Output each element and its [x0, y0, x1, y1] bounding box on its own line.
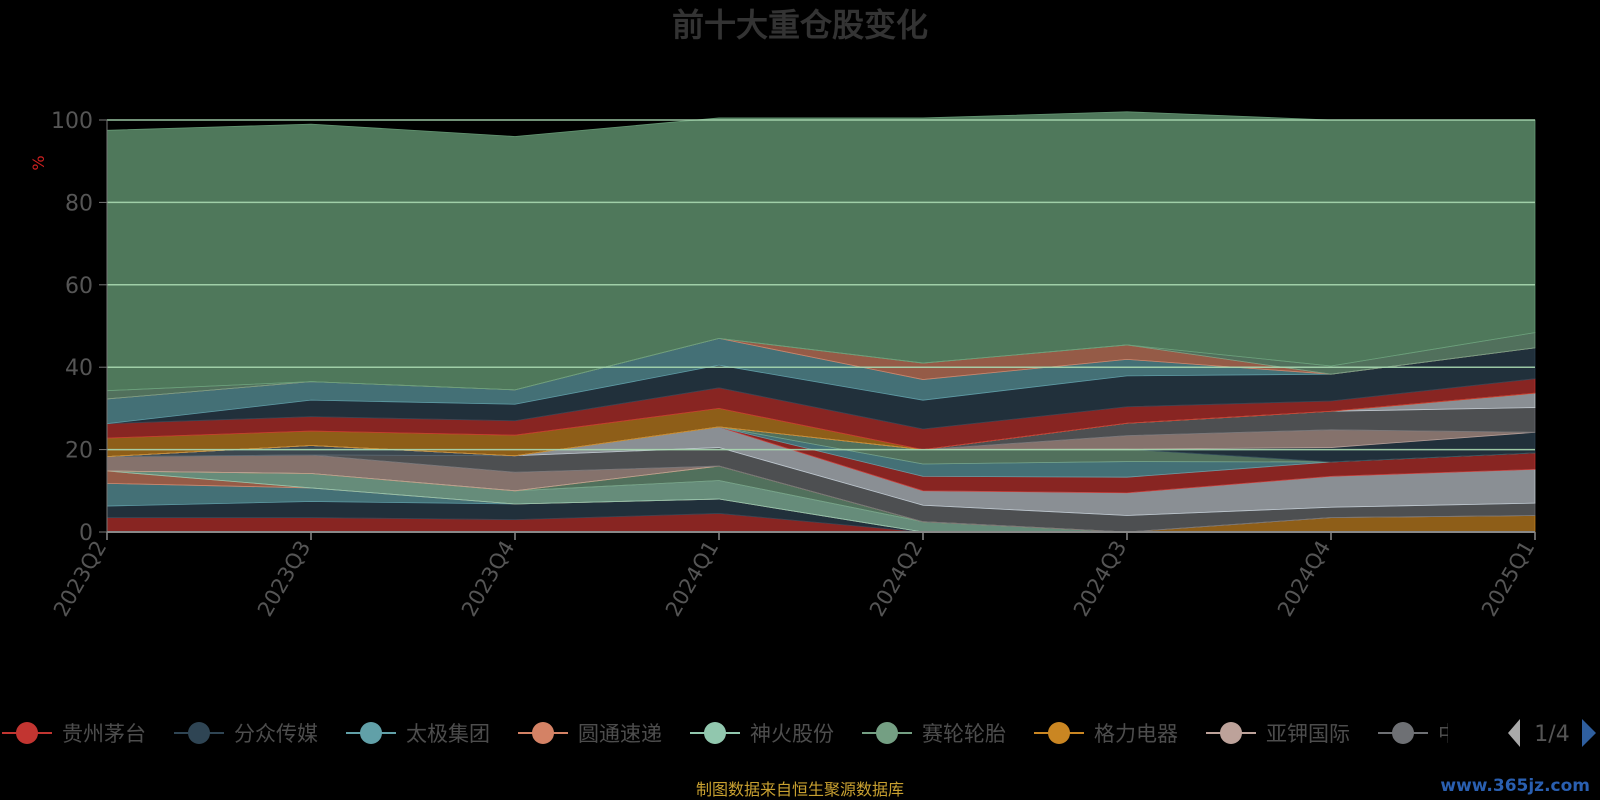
- x-tick-label-5: 2024Q3: [1069, 537, 1131, 621]
- legend-item-4[interactable]: 神火股份: [690, 722, 834, 746]
- legend-item-5[interactable]: 赛轮轮胎: [862, 722, 1006, 746]
- legend-marker-partial: [1392, 722, 1414, 744]
- legend-label-4: 神火股份: [750, 722, 834, 746]
- legend-item-6[interactable]: 格力电器: [1034, 722, 1178, 746]
- area-series-24[interactable]: [106, 111, 1536, 392]
- x-tick-label-0: 2023Q2: [49, 537, 111, 621]
- legend[interactable]: 贵州茅台 分众传媒 太极集团 圆通速递 神火股份 赛轮轮胎 格力电器 亚钾国际 中 1/4: [2, 719, 1596, 747]
- legend-marker-2: [360, 722, 382, 744]
- legend-item-1[interactable]: 分众传媒: [174, 722, 318, 746]
- x-tick-label-1: 2023Q3: [253, 537, 315, 621]
- legend-item-3[interactable]: 圆通速递: [518, 722, 662, 746]
- x-tick-label-7: 2025Q1: [1477, 537, 1539, 621]
- y-tick-label-3: 60: [65, 274, 93, 299]
- legend-item-partial[interactable]: 中: [1378, 722, 1459, 746]
- legend-page-indicator: 1/4: [1534, 722, 1569, 747]
- legend-marker-7: [1220, 722, 1242, 744]
- legend-label-7: 亚钾国际: [1266, 722, 1350, 746]
- legend-label-3: 圆通速递: [578, 722, 662, 746]
- legend-marker-1: [188, 722, 210, 744]
- legend-marker-4: [704, 722, 726, 744]
- legend-item-0[interactable]: 贵州茅台: [2, 722, 146, 746]
- x-tick-label-3: 2024Q1: [661, 537, 723, 621]
- legend-label-5: 赛轮轮胎: [922, 722, 1006, 746]
- y-tick-label-4: 80: [65, 191, 93, 216]
- legend-next-page-icon[interactable]: [1582, 719, 1596, 747]
- y-axis-unit: %: [29, 155, 48, 170]
- watermark: www.365jz.com: [1440, 776, 1590, 796]
- chart-title: 前十大重仓股变化: [672, 6, 928, 44]
- y-tick-label-0: 0: [79, 521, 93, 546]
- legend-label-1: 分众传媒: [234, 722, 318, 746]
- legend-marker-0: [16, 722, 38, 744]
- x-tick-label-2: 2023Q4: [457, 537, 519, 621]
- legend-label-2: 太极集团: [406, 722, 490, 746]
- legend-prev-page-icon[interactable]: [1508, 719, 1520, 747]
- grid-lines: [107, 119, 1535, 451]
- x-axis: 2023Q2 2023Q3 2023Q4 2024Q1 2024Q2 2024Q3 2024…: [49, 531, 1539, 621]
- data-source-note: 制图数据来自恒生聚源数据库: [696, 780, 904, 799]
- legend-marker-6: [1048, 722, 1070, 744]
- x-tick-label-6: 2024Q4: [1273, 537, 1335, 621]
- legend-label-0: 贵州茅台: [62, 722, 146, 746]
- area-series-group: [106, 111, 1536, 533]
- y-tick-label-2: 40: [65, 356, 93, 381]
- legend-marker-5: [876, 722, 898, 744]
- y-tick-label-5: 100: [51, 109, 93, 134]
- legend-item-2[interactable]: 太极集团: [346, 722, 490, 746]
- y-axis: 0 20 40 60 80 100: [51, 109, 108, 546]
- x-tick-label-4: 2024Q2: [865, 537, 927, 621]
- legend-label-6: 格力电器: [1094, 722, 1178, 746]
- legend-item-7[interactable]: 亚钾国际: [1206, 722, 1350, 746]
- legend-label-partial: 中: [1438, 722, 1459, 746]
- y-tick-label-1: 20: [65, 439, 93, 464]
- legend-marker-3: [532, 722, 554, 744]
